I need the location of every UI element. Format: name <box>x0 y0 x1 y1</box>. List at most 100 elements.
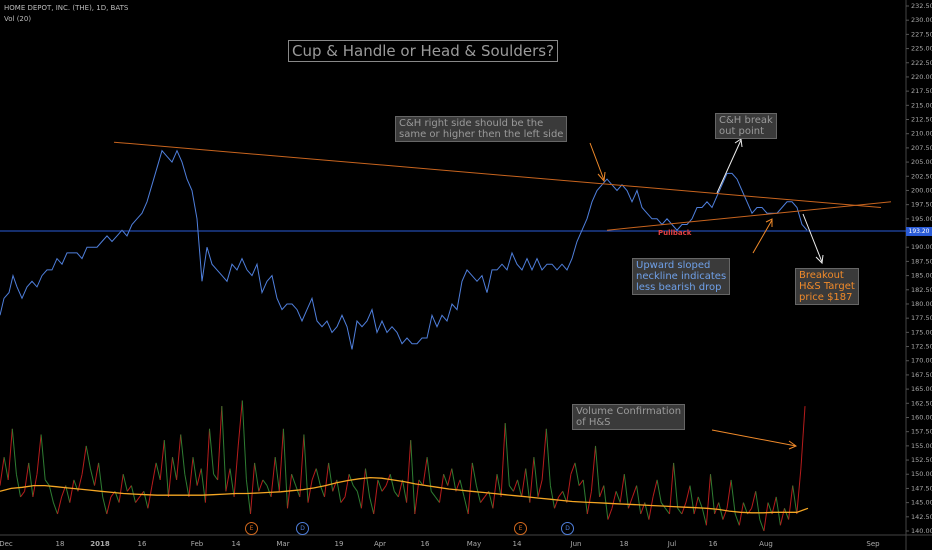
volume-segment <box>615 491 621 503</box>
annotation-volume-confirmation[interactable]: Volume Confirmation of H&S <box>572 404 686 430</box>
volume-segment <box>447 468 453 486</box>
volume-segment <box>578 479 584 486</box>
volume-segment <box>718 502 724 520</box>
volume-segment <box>315 468 321 486</box>
volume-segment <box>328 462 334 492</box>
price-tick-label: 182.50 <box>911 286 932 294</box>
volume-segment <box>221 406 227 492</box>
volume-segment <box>15 474 21 497</box>
annotation-line: H&S Target <box>799 281 855 292</box>
time-tick-label: Jul <box>667 540 677 548</box>
volume-segment <box>685 485 691 503</box>
price-tick-label: 180.00 <box>911 300 932 308</box>
arrow-neckline <box>752 219 773 254</box>
time-tick-label: Apr <box>374 540 386 548</box>
time-tick-label: 16 <box>138 540 147 548</box>
volume-segment <box>492 474 498 509</box>
volume-segment <box>184 474 190 497</box>
volume-segment <box>172 457 178 480</box>
volume-segment <box>393 491 399 498</box>
time-tick-label: Sep <box>866 540 880 548</box>
volume-segment <box>558 491 564 498</box>
earnings-marker-icon[interactable]: E <box>245 522 258 535</box>
volume-segment <box>611 491 617 509</box>
volume-segment <box>759 519 765 532</box>
volume-segment <box>467 462 473 515</box>
volume-segment <box>730 479 736 515</box>
annotation-ch-breakout[interactable]: C&H break out point <box>715 113 777 139</box>
arrowhead-volume <box>788 440 798 450</box>
volume-segment <box>356 491 362 509</box>
volume-segment <box>291 474 297 486</box>
volume-segment <box>209 428 215 475</box>
time-axis[interactable]: Dec 18 2018 16 Feb 14 Mar 19 Apr 16 May 14 Jun 18 Jul 1… <box>0 540 880 548</box>
annotation-breakout-target[interactable]: Breakout H&S Target price $187 <box>795 268 859 305</box>
dividend-marker-icon[interactable]: D <box>561 522 574 535</box>
time-tick-label: 16 <box>421 540 430 548</box>
price-tick-label: 140.00 <box>911 527 932 535</box>
volume-segment <box>159 440 165 480</box>
volume-segment <box>241 400 247 480</box>
price-tick-label: 195.00 <box>911 215 932 223</box>
volume-segment <box>217 406 223 480</box>
symbol-label: HOME DEPOT, INC. (THE), 1D, BATS <box>4 4 129 12</box>
arrow-ch-breakout <box>716 139 742 194</box>
volume-segment <box>106 496 112 515</box>
volume-segment <box>738 502 744 526</box>
volume-segment <box>377 479 383 492</box>
time-tick-label: 18 <box>620 540 629 548</box>
volume-segment <box>652 479 658 498</box>
price-tick-label: 177.50 <box>911 314 932 322</box>
annotation-neckline[interactable]: Upward sloped neckline indicates less be… <box>632 258 731 295</box>
arrowhead-ch-right-side <box>597 171 606 183</box>
volume-segment <box>44 479 50 486</box>
volume-segment <box>607 508 613 520</box>
volume-segment <box>365 468 371 497</box>
price-series-line[interactable] <box>0 149 808 350</box>
earnings-marker-icon[interactable]: E <box>514 522 527 535</box>
volume-segment <box>167 457 173 497</box>
volume-segment <box>480 496 486 503</box>
volume-segment <box>521 468 527 497</box>
volume-segment <box>204 428 210 503</box>
price-tick-label: 205.00 <box>911 158 932 166</box>
neckline-trendline[interactable] <box>606 201 892 231</box>
price-tick-label: 142.50 <box>911 513 932 521</box>
volume-segment <box>422 457 428 486</box>
annotation-ch-right-side[interactable]: C&H right side should be the same or hig… <box>395 116 568 142</box>
price-tick-label: 150.00 <box>911 470 932 478</box>
annotation-line: C&H right side should be the <box>399 118 544 129</box>
volume-segment <box>258 479 264 492</box>
volume-segment <box>48 485 54 503</box>
price-tick-label: 175.00 <box>911 328 932 336</box>
cup-rim-trendline[interactable] <box>113 141 882 208</box>
volume-segment <box>574 462 580 486</box>
volume-segment <box>36 434 42 475</box>
time-tick-label: 16 <box>709 540 718 548</box>
annotation-line: less bearish drop <box>636 282 722 293</box>
price-tick-label: 187.50 <box>911 257 932 265</box>
price-tick-label: 227.50 <box>911 30 932 38</box>
volume-segment <box>324 462 330 497</box>
volume-segment <box>373 479 379 515</box>
volume-segment <box>352 485 358 492</box>
volume-segment <box>196 468 202 486</box>
annotation-line: neckline indicates <box>636 271 727 282</box>
volume-bars <box>0 400 806 532</box>
volume-segment <box>500 423 506 497</box>
volume-segment <box>340 496 346 503</box>
volume-segment <box>414 479 420 515</box>
volume-segment <box>689 485 695 515</box>
volume-moving-average <box>0 476 809 514</box>
volume-segment <box>582 479 588 515</box>
time-tick-label: Mar <box>276 540 289 548</box>
volume-segment <box>381 485 387 492</box>
dividend-marker-icon[interactable]: D <box>296 522 309 535</box>
volume-segment <box>792 485 798 515</box>
price-axis[interactable]: 232.50 230.00 227.50 225.00 222.50 220.00 217.… <box>906 2 932 535</box>
current-price-tag: 193.20 <box>906 227 932 236</box>
volume-segment <box>303 434 309 503</box>
time-tick-label: 18 <box>56 540 65 548</box>
chart-title: Cup & Handle or Head & Soulders? <box>288 40 559 62</box>
